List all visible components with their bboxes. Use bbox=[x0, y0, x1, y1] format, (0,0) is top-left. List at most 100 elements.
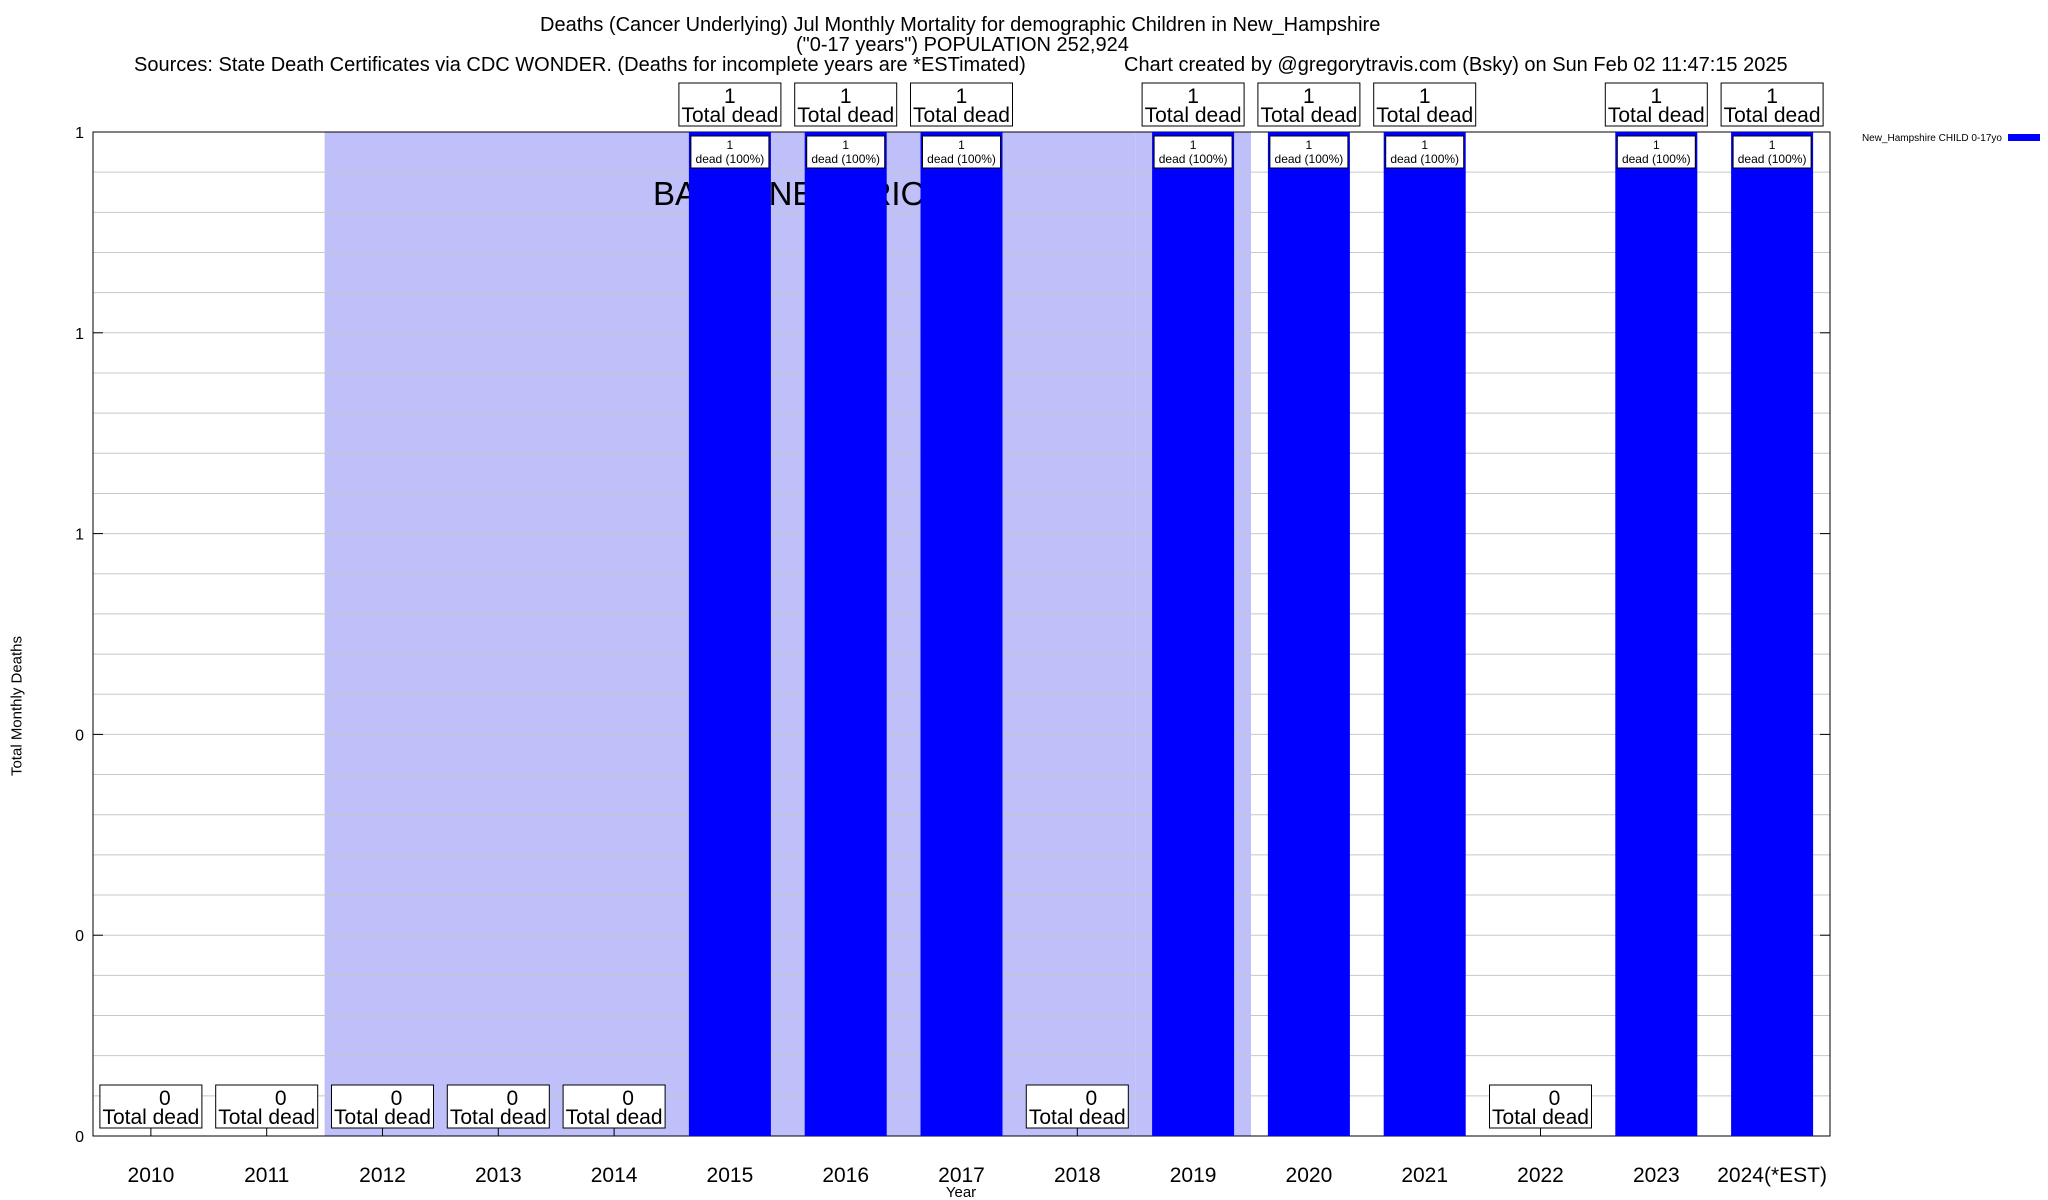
total-label-count: 0 bbox=[506, 1087, 518, 1110]
bar-label-box bbox=[1385, 135, 1465, 169]
chart-credit: Chart created by @gregorytravis.com (Bsk… bbox=[1124, 54, 1788, 76]
total-label-count: 0 bbox=[1085, 1087, 1097, 1110]
x-tick-label: 2015 bbox=[707, 1164, 754, 1187]
total-label-box bbox=[1604, 82, 1708, 127]
total-label-count: 1 bbox=[1650, 85, 1662, 108]
bar-label-box bbox=[922, 135, 1001, 169]
x-tick-label: 2018 bbox=[1054, 1164, 1101, 1187]
bar-label-box bbox=[1616, 135, 1696, 169]
x-tick-label: 2017 bbox=[938, 1164, 985, 1187]
y-tick-label: 1 bbox=[75, 527, 84, 544]
total-label-text: Total dead bbox=[566, 1106, 663, 1129]
total-label-text: Total dead bbox=[1724, 104, 1821, 127]
x-tick-label: 2010 bbox=[128, 1164, 175, 1187]
bar bbox=[920, 132, 1003, 1136]
bar-label-box bbox=[690, 135, 770, 169]
x-tick-label: 2021 bbox=[1401, 1164, 1448, 1187]
bar-label-count: 1 bbox=[1306, 138, 1313, 152]
total-label-text: Total dead bbox=[334, 1106, 431, 1129]
x-tick-label: 2023 bbox=[1633, 1164, 1680, 1187]
total-label-text: Total dead bbox=[1492, 1106, 1589, 1129]
total-label-text: Total dead bbox=[1029, 1106, 1126, 1129]
total-label-box bbox=[331, 1084, 434, 1129]
chart-sources: Sources: State Death Certificates via CD… bbox=[134, 54, 1026, 76]
total-label-text: Total dead bbox=[797, 104, 894, 127]
bar bbox=[804, 132, 887, 1136]
total-label-box bbox=[1257, 82, 1361, 127]
total-label-text: Total dead bbox=[450, 1106, 547, 1129]
total-label-count: 0 bbox=[1549, 1087, 1561, 1110]
bar-label-count: 1 bbox=[1769, 138, 1776, 152]
bar bbox=[1731, 132, 1814, 1136]
bar-label-box bbox=[806, 135, 886, 169]
total-label-box bbox=[215, 1084, 319, 1129]
bar-label-count: 1 bbox=[727, 138, 734, 152]
total-label-box bbox=[1025, 1084, 1129, 1129]
bar-label-text: dead (100%) bbox=[1275, 152, 1344, 166]
total-label-text: Total dead bbox=[102, 1106, 199, 1129]
x-axis-label: Year bbox=[946, 1184, 976, 1200]
bar bbox=[1383, 132, 1466, 1136]
total-label-text: Total dead bbox=[1608, 104, 1705, 127]
total-label-count: 1 bbox=[1419, 85, 1431, 108]
total-label-count: 1 bbox=[1766, 85, 1778, 108]
x-tick-label: 2024(*EST) bbox=[1717, 1164, 1827, 1187]
bar-label-count: 1 bbox=[958, 138, 965, 152]
y-tick-label: 1 bbox=[75, 125, 84, 142]
total-label-text: Total dead bbox=[1145, 104, 1242, 127]
bar-label-box bbox=[1153, 135, 1233, 169]
total-label-box bbox=[1373, 82, 1477, 127]
total-label-count: 1 bbox=[1303, 85, 1315, 108]
chart-title-line-2: ("0-17 years") POPULATION 252,924 bbox=[796, 34, 1129, 56]
total-label-text: Total dead bbox=[1260, 104, 1357, 127]
total-label-box bbox=[678, 82, 782, 127]
bar bbox=[1267, 132, 1350, 1136]
x-tick-label: 2016 bbox=[822, 1164, 869, 1187]
legend-entry-label: New_Hampshire CHILD 0-17yo bbox=[1862, 133, 2002, 144]
total-label-box bbox=[1489, 1084, 1592, 1129]
bar bbox=[1615, 132, 1698, 1136]
total-label-count: 1 bbox=[724, 85, 736, 108]
total-label-box bbox=[910, 82, 1013, 127]
y-tick-label: 1 bbox=[75, 326, 84, 343]
bar-label-text: dead (100%) bbox=[696, 152, 765, 166]
total-label-box bbox=[562, 1084, 666, 1129]
total-label-count: 1 bbox=[840, 85, 852, 108]
total-label-count: 0 bbox=[275, 1087, 287, 1110]
bar-label-text: dead (100%) bbox=[1159, 152, 1228, 166]
bar-label-text: dead (100%) bbox=[927, 152, 996, 166]
x-tick-label: 2014 bbox=[591, 1164, 638, 1187]
x-tick-label: 2019 bbox=[1170, 1164, 1217, 1187]
x-tick-label: 2022 bbox=[1517, 1164, 1564, 1187]
total-label-box bbox=[1141, 82, 1245, 127]
total-label-text: Total dead bbox=[218, 1106, 315, 1129]
bar-label-text: dead (100%) bbox=[811, 152, 880, 166]
x-tick-label: 2011 bbox=[244, 1164, 289, 1187]
total-label-count: 1 bbox=[956, 85, 968, 108]
bar-label-box bbox=[1269, 135, 1349, 169]
bar-label-count: 1 bbox=[1421, 138, 1428, 152]
x-tick-label: 2020 bbox=[1286, 1164, 1333, 1187]
total-label-count: 0 bbox=[391, 1087, 403, 1110]
bar bbox=[1152, 132, 1235, 1136]
total-label-text: Total dead bbox=[1376, 104, 1473, 127]
chart-title-line-1: Deaths (Cancer Underlying) Jul Monthly M… bbox=[540, 14, 1381, 36]
total-label-box bbox=[1720, 82, 1824, 127]
total-label-count: 1 bbox=[1187, 85, 1199, 108]
x-tick-label: 2012 bbox=[359, 1164, 406, 1187]
total-label-box bbox=[794, 82, 898, 127]
bar-label-count: 1 bbox=[1190, 138, 1197, 152]
y-tick-label: 0 bbox=[75, 928, 84, 945]
y-tick-label: 0 bbox=[75, 727, 84, 744]
bar-label-text: dead (100%) bbox=[1622, 152, 1691, 166]
bar-label-box bbox=[1732, 135, 1812, 169]
bar-label-count: 1 bbox=[842, 138, 849, 152]
total-label-count: 0 bbox=[159, 1087, 171, 1110]
x-tick-label: 2013 bbox=[475, 1164, 522, 1187]
total-label-count: 0 bbox=[622, 1087, 634, 1110]
total-label-text: Total dead bbox=[913, 104, 1010, 127]
total-label-box bbox=[99, 1084, 203, 1129]
bar-label-text: dead (100%) bbox=[1390, 152, 1459, 166]
bar-label-text: dead (100%) bbox=[1738, 152, 1807, 166]
